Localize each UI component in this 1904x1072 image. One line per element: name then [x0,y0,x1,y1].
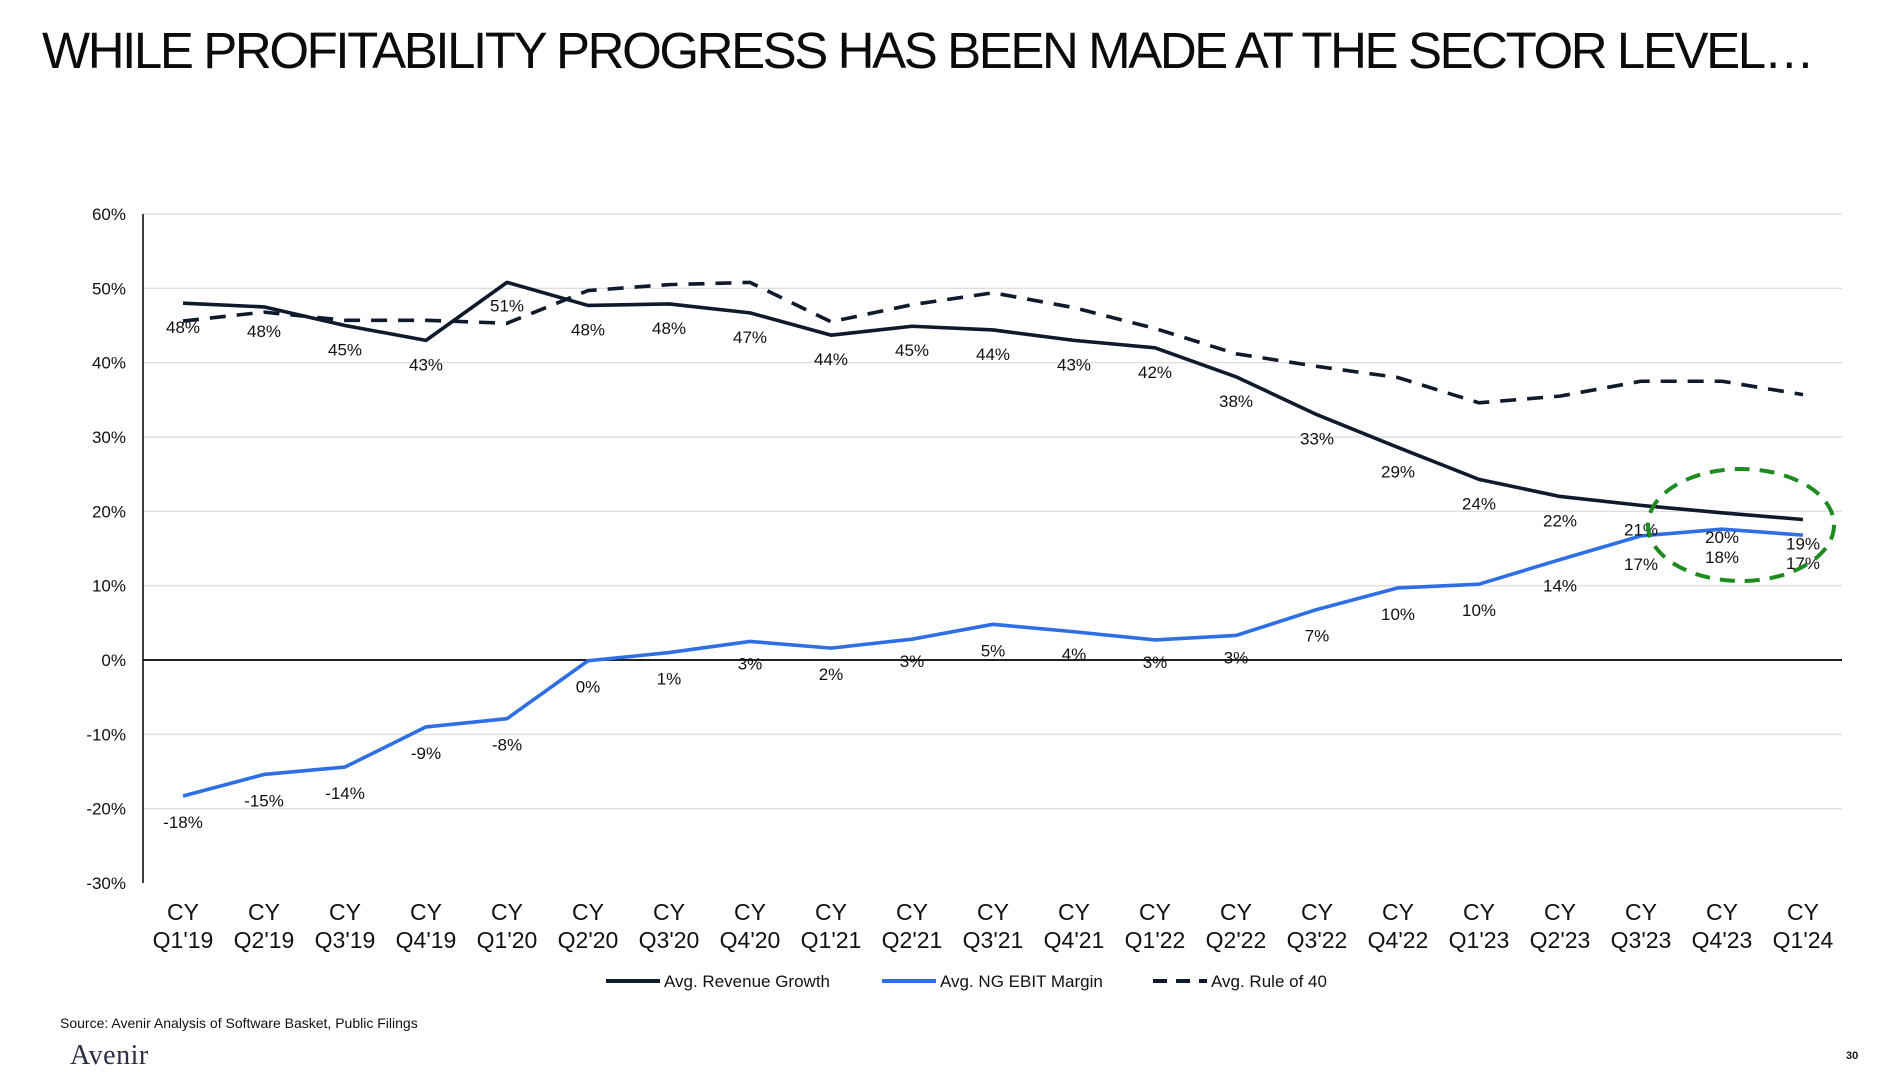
y-tick-label: 20% [92,502,126,521]
revenue-data-label: 48% [652,319,686,338]
ebit-data-label: 2% [819,665,844,684]
ebit-data-label: 3% [1224,648,1249,667]
x-tick-label: CY Q3'22 [1287,899,1348,953]
revenue-data-label: 29% [1381,462,1415,481]
ebit-data-label: -14% [325,784,365,803]
x-tick-label: CY Q2'20 [558,899,619,953]
revenue-data-label: 21% [1624,520,1658,539]
rule-of-40-line [182,280,1804,405]
y-tick-label: -20% [86,800,126,819]
x-tick-label: CY Q2'23 [1530,899,1591,953]
legend-label: Avg. NG EBIT Margin [940,972,1103,991]
y-tick-label: 10% [92,577,126,596]
revenue-data-label: 45% [328,341,362,360]
revenue-data-label: 33% [1300,430,1334,449]
x-tick-label: CY Q4'21 [1044,899,1105,953]
series-lines [182,280,1804,798]
revenue-data-label: 43% [1057,355,1091,374]
x-tick-label: CY Q1'22 [1125,899,1186,953]
legend-ebit-margin: Avg. NG EBIT Margin [882,972,1103,991]
ebit-data-label: 14% [1543,577,1577,596]
ebit-data-label: 10% [1381,605,1415,624]
revenue-data-label: 45% [895,341,929,360]
x-tick-label: CY Q4'19 [396,899,457,953]
y-tick-label: 50% [92,279,126,298]
revenue-data-label: 43% [409,355,443,374]
revenue-data-label: 48% [247,322,281,341]
y-tick-label: 0% [101,651,126,670]
page-number: 30 [1846,1050,1859,1062]
x-tick-label: CY Q3'21 [963,899,1024,953]
gridlines [143,213,1842,810]
x-tick-label: CY Q1'20 [477,899,538,953]
x-tick-label: CY Q2'21 [882,899,943,953]
ebit-data-label: 0% [576,678,601,697]
ebit-data-label: 18% [1705,548,1739,567]
revenue-data-label: 38% [1219,392,1253,411]
x-tick-label: CY Q1'21 [801,899,862,953]
x-tick-label: CY Q1'23 [1449,899,1510,953]
ebit-data-label: 3% [1143,653,1168,672]
ebit-data-label: 3% [900,652,925,671]
x-tick-label: CY Q2'22 [1206,899,1267,953]
ebit-data-label: 17% [1786,554,1820,573]
y-tick-label: -30% [86,874,126,893]
x-tick-label: CY Q4'20 [720,899,781,953]
revenue-data-label: 48% [166,318,200,337]
data-labels: 48% 48% 45% 43% 51% 48% 48% 47% 44% 45% 44% 43% 42% 3… [163,296,1820,832]
slide-title: WHILE PROFITABILITY PROGRESS HAS BEEN MA… [42,22,1815,79]
ebit-data-label: -18% [163,813,203,832]
ebit-data-label: 5% [981,641,1006,660]
revenue-data-label: 44% [976,345,1010,364]
highlight-ellipse [1646,467,1836,583]
y-tick-label: 60% [92,205,126,224]
revenue-data-label: 19% [1786,535,1820,554]
revenue-data-label: 47% [733,328,767,347]
ebit-data-label: 1% [657,670,682,689]
ebit-data-label: 10% [1462,601,1496,620]
legend-rule-of-40: Avg. Rule of 40 [1153,972,1327,991]
y-tick-label: 40% [92,354,126,373]
revenue-data-label: 22% [1543,511,1577,530]
revenue-data-label: 51% [490,296,524,315]
legend-label: Avg. Revenue Growth [664,972,830,991]
revenue-data-label: 44% [814,350,848,369]
ebit-data-label: -15% [244,791,284,810]
y-tick-label: -10% [86,725,126,744]
revenue-data-label: 24% [1462,494,1496,513]
ebit-data-label: -8% [492,736,522,755]
y-tick-label: 30% [92,428,126,447]
ebit-data-label: 4% [1062,645,1087,664]
ebit-data-label: 7% [1305,626,1330,645]
x-tick-label: CY Q4'22 [1368,899,1429,953]
ebit-data-label: 17% [1624,555,1658,574]
revenue-data-label: 20% [1705,528,1739,547]
legend-label: Avg. Rule of 40 [1211,972,1327,991]
legend-revenue-growth: Avg. Revenue Growth [606,972,830,991]
legend: Avg. Revenue Growth Avg. NG EBIT Margin Av… [606,972,1327,991]
x-tick-label: CY Q3'19 [315,899,376,953]
x-tick-label: CY Q1'19 [153,899,214,953]
ebit-data-label: -9% [411,744,441,763]
ebit-data-label: 3% [738,654,763,673]
x-tick-label: CY Q4'23 [1692,899,1753,953]
revenue-data-label: 42% [1138,363,1172,382]
x-tick-label: CY Q3'20 [639,899,700,953]
avenir-logo: Avenir [70,1040,149,1071]
x-tick-labels: CY Q1'19 CY Q2'19 CY Q3'19 CY Q4'19 CY Q1'20 CY Q2'… [153,899,1834,953]
x-tick-label: CY Q2'19 [234,899,295,953]
x-tick-label: CY Q3'23 [1611,899,1672,953]
y-tick-labels: -30% -20% -10% 0% 10% 20% 30% 40% 50% 60% [86,205,126,893]
x-tick-label: CY Q1'24 [1773,899,1834,953]
source-note: Source: Avenir Analysis of Software Bask… [60,1015,418,1031]
revenue-data-label: 48% [571,320,605,339]
ebit-margin-line [182,527,1804,798]
axes [142,214,1842,883]
revenue-growth-line [182,280,1804,522]
